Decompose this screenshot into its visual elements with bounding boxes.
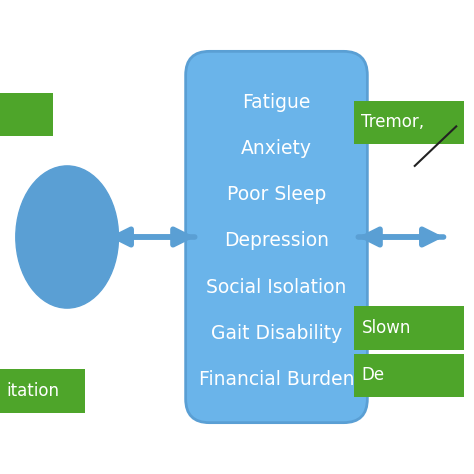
Text: De: De: [361, 366, 384, 384]
Text: Poor Sleep: Poor Sleep: [227, 185, 326, 204]
Text: Gait Disability: Gait Disability: [211, 324, 342, 343]
FancyBboxPatch shape: [354, 306, 464, 350]
FancyBboxPatch shape: [0, 93, 53, 137]
FancyBboxPatch shape: [354, 101, 464, 144]
Text: Anxiety: Anxiety: [241, 139, 312, 158]
Text: Tremor,: Tremor,: [361, 113, 425, 131]
Text: Financial Burden: Financial Burden: [199, 370, 354, 389]
Text: Slown: Slown: [361, 319, 411, 337]
Text: Fatigue: Fatigue: [242, 93, 310, 112]
Text: Social Isolation: Social Isolation: [206, 278, 346, 297]
FancyBboxPatch shape: [186, 51, 367, 423]
Text: Depression: Depression: [224, 231, 329, 250]
FancyBboxPatch shape: [354, 354, 464, 397]
Ellipse shape: [16, 166, 118, 308]
FancyBboxPatch shape: [0, 369, 85, 413]
Text: itation: itation: [6, 382, 59, 400]
